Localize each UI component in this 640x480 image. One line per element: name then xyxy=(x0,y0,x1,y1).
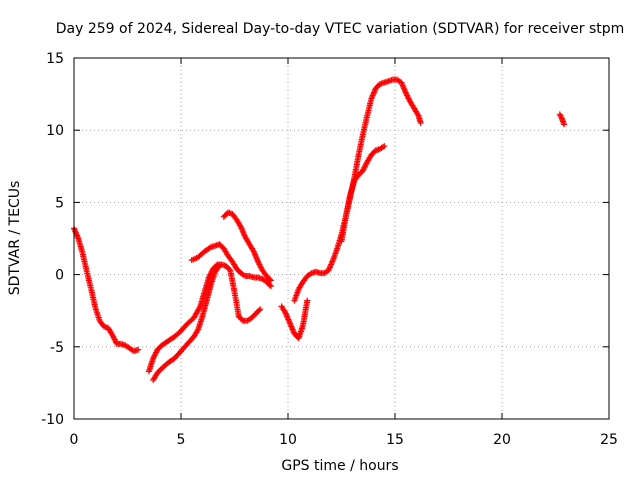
y-tick-label: 5 xyxy=(55,195,64,211)
data-points xyxy=(71,76,568,384)
series-arc-2 xyxy=(145,261,264,375)
y-axis-label: SDTVAR / TECUs xyxy=(7,181,23,296)
data-point xyxy=(135,346,142,353)
series-arc-9 xyxy=(556,111,568,128)
grid-lines xyxy=(74,58,609,419)
x-tick-labels: 0 5 10 15 20 25 xyxy=(70,432,618,448)
y-tick-label: 0 xyxy=(55,268,64,284)
x-axis-label: GPS time / hours xyxy=(281,458,398,474)
y-tick-label: 10 xyxy=(46,123,64,139)
data-point xyxy=(216,262,223,269)
data-point xyxy=(561,121,568,128)
y-tick-labels: -10 -5 0 5 10 15 xyxy=(41,51,64,428)
data-point xyxy=(417,119,424,126)
series-arc-3 xyxy=(150,262,223,384)
data-point xyxy=(266,282,273,289)
series-arc-6 xyxy=(278,297,311,342)
data-point xyxy=(304,297,311,304)
y-tick-label: -5 xyxy=(50,340,64,356)
x-tick-label: 10 xyxy=(279,432,297,448)
series-arc-4 xyxy=(188,241,274,290)
series-arc-1 xyxy=(71,225,142,355)
chart-title: Day 259 of 2024, Sidereal Day-to-day VTE… xyxy=(56,21,625,37)
data-point xyxy=(256,307,263,314)
series-arc-5 xyxy=(220,209,274,284)
y-tick-label: 15 xyxy=(46,51,64,67)
data-point xyxy=(267,283,274,290)
data-point xyxy=(257,306,264,313)
data-point xyxy=(266,276,273,283)
x-tick-label: 5 xyxy=(177,432,186,448)
data-point xyxy=(226,266,233,273)
plot-frame xyxy=(73,57,610,420)
series-arc-8 xyxy=(338,143,388,245)
x-tick-label: 25 xyxy=(600,432,618,448)
data-point xyxy=(381,143,388,150)
y-tick-label: -10 xyxy=(41,412,64,428)
data-point xyxy=(267,277,274,284)
x-tick-label: 20 xyxy=(493,432,511,448)
x-tick-label: 15 xyxy=(386,432,404,448)
x-tick-label: 0 xyxy=(70,432,79,448)
data-point xyxy=(206,245,213,252)
